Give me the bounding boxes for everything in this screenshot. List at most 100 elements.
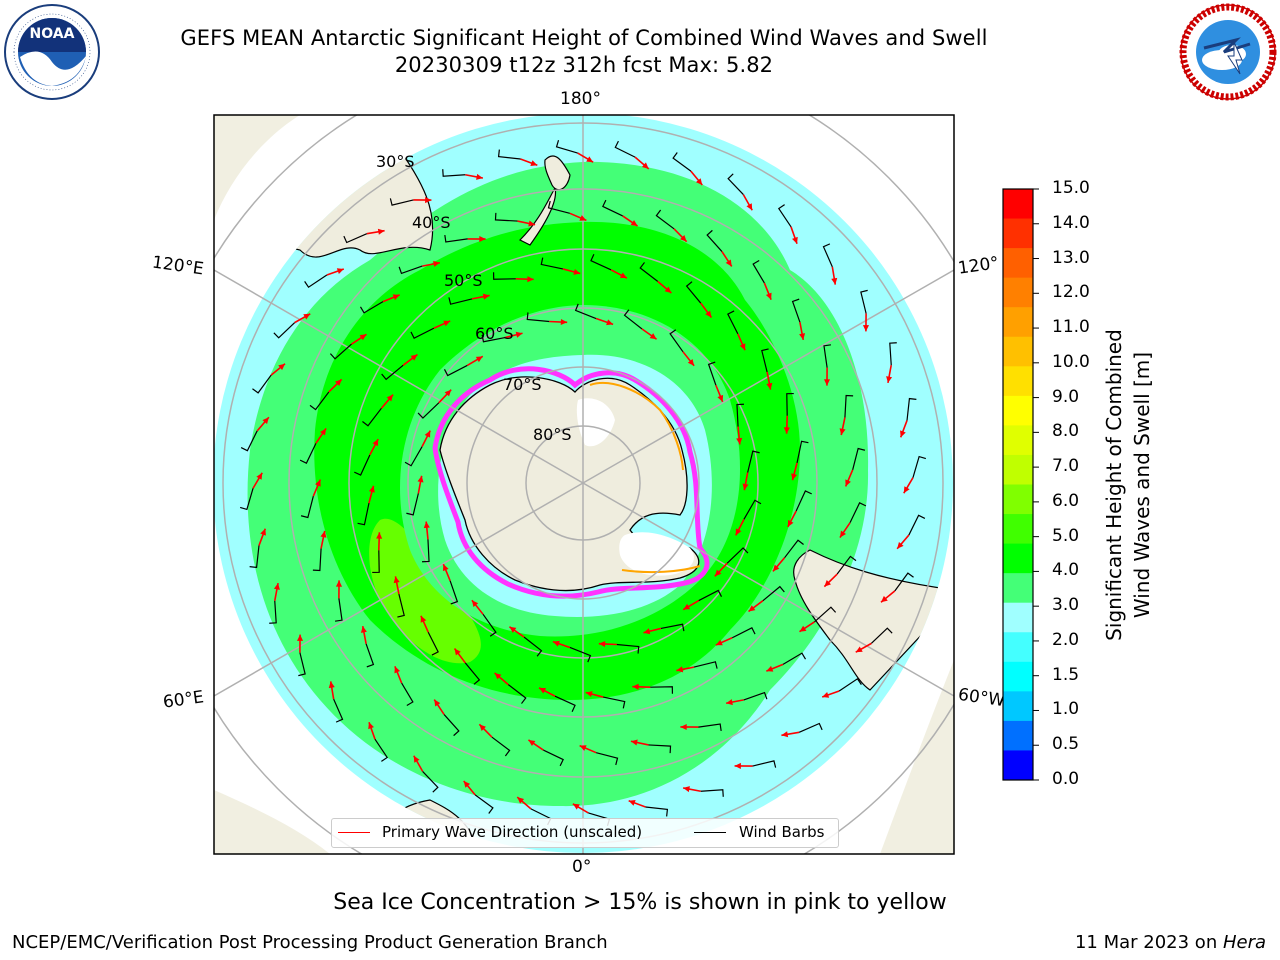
colorbar-cell [1003, 632, 1033, 663]
wind-barb [444, 234, 468, 243]
colorbar-tick-label: 0.5 [1052, 734, 1080, 755]
wave-arrow-head [739, 343, 746, 351]
colorbar-tick-label: 11.0 [1052, 317, 1090, 338]
wave-arrow-head [278, 363, 286, 371]
wind-barb [786, 392, 794, 416]
wave-arrow-head [315, 479, 321, 487]
wind-barb [304, 274, 328, 289]
wind-barb [614, 140, 636, 158]
wind-barb [844, 394, 854, 418]
wave-arrow-head [393, 576, 400, 584]
wave-arrow-head [262, 417, 269, 425]
wind-barb [389, 198, 414, 206]
colorbar-tick-label: 6.0 [1052, 490, 1080, 511]
wind-barb [523, 636, 543, 657]
wave-arrow-head [680, 235, 687, 242]
wind-barb [269, 600, 277, 624]
wave-arrow-head [433, 260, 440, 267]
wave-arrow-head [839, 428, 846, 436]
colorbar-tick-label: 3.0 [1052, 595, 1080, 616]
wave-arrow-head [862, 325, 870, 332]
wind-barb [300, 496, 314, 519]
wind-barb [761, 348, 769, 373]
wind-barb [417, 402, 440, 419]
wind-barb [474, 794, 494, 814]
wind-barb [482, 613, 497, 637]
wave-arrow-head [766, 665, 774, 672]
wind-barb [777, 204, 792, 228]
lon-label-180: 180° [560, 89, 601, 109]
wave-arrow-head [641, 162, 649, 169]
wind-barb [912, 455, 927, 478]
wave-arrow-head [444, 389, 452, 397]
wind-barb [596, 752, 619, 766]
wave-arrow-head [476, 173, 483, 180]
wind-barb [362, 407, 382, 427]
wind-barb [343, 233, 368, 244]
wave-arrow-head [579, 745, 587, 751]
wind-barb [791, 298, 801, 323]
colorbar-cell [1003, 336, 1033, 367]
wave-arrow-head [425, 196, 432, 204]
wind-barb [908, 514, 926, 536]
wave-arrow-head [630, 219, 638, 227]
wind-barb [693, 661, 718, 669]
wind-barb [795, 490, 812, 512]
wave-arrow-head [475, 356, 483, 363]
colorbar-tick-label: 7.0 [1052, 456, 1080, 477]
wind-barb [752, 760, 777, 768]
wave-arrow-head [765, 292, 772, 300]
colorbar-tick-label: 2.0 [1052, 629, 1080, 650]
wave-arrow-head [746, 203, 753, 211]
wave-arrow-head [792, 236, 798, 244]
colorbar-tick-label: 15.0 [1052, 178, 1090, 198]
wave-arrow-head [517, 797, 525, 804]
wave-arrow-head [260, 528, 266, 536]
wind-barb [860, 289, 868, 314]
wind-barb [736, 403, 744, 427]
wave-arrow-head [772, 564, 780, 572]
colorbar-cell [1003, 573, 1033, 604]
colorbar-tick-label: 13.0 [1052, 247, 1090, 268]
wave-arrow-head [494, 672, 502, 680]
wind-barb [836, 555, 857, 575]
colorbar-tick-label: 14.0 [1052, 212, 1090, 233]
footer-credit: NCEP/EMC/Verification Post Processing Pr… [12, 932, 608, 953]
wind-barb [422, 770, 439, 793]
wave-arrow-head [527, 276, 534, 283]
colorbar-tick-label: 10.0 [1052, 351, 1090, 372]
wave-arrow-head [714, 569, 722, 577]
wind-barb [491, 736, 511, 757]
colorbar-tick-label: 4.0 [1052, 560, 1080, 581]
noaa-logo: NOAA [4, 4, 100, 100]
wind-barb [822, 243, 833, 268]
wave-arrow-head [824, 580, 831, 587]
wave-arrow-head [628, 800, 636, 806]
wind-barb [494, 212, 518, 222]
colorbar-cell [1003, 720, 1033, 751]
colorbar-cell [1003, 218, 1033, 249]
wave-arrow-head [336, 268, 344, 274]
wind-barb [616, 643, 640, 654]
wind-barb [334, 598, 343, 622]
wind-barb [329, 343, 352, 360]
wave-arrow-head [413, 755, 420, 763]
colorbar-cell [1003, 454, 1033, 485]
colorbar-label-line2: Wind Waves and Swell [m] [1130, 351, 1154, 619]
wave-arrow-head [735, 528, 742, 536]
wind-barb [889, 342, 897, 366]
wave-arrow-head [376, 532, 383, 539]
wind-barb [698, 589, 723, 602]
legend-wind-line [694, 832, 726, 833]
wave-arrow-head [598, 640, 606, 648]
wind-barb [743, 499, 762, 520]
colorbar-cell [1003, 514, 1033, 545]
colorbar-cell [1003, 484, 1033, 515]
colorbar-cell [1003, 750, 1033, 781]
wave-arrow-head [903, 486, 910, 494]
wave-arrow-head [377, 228, 385, 235]
wind-barb [639, 262, 659, 282]
wind-barb [448, 297, 473, 305]
wind-barb [442, 169, 466, 177]
